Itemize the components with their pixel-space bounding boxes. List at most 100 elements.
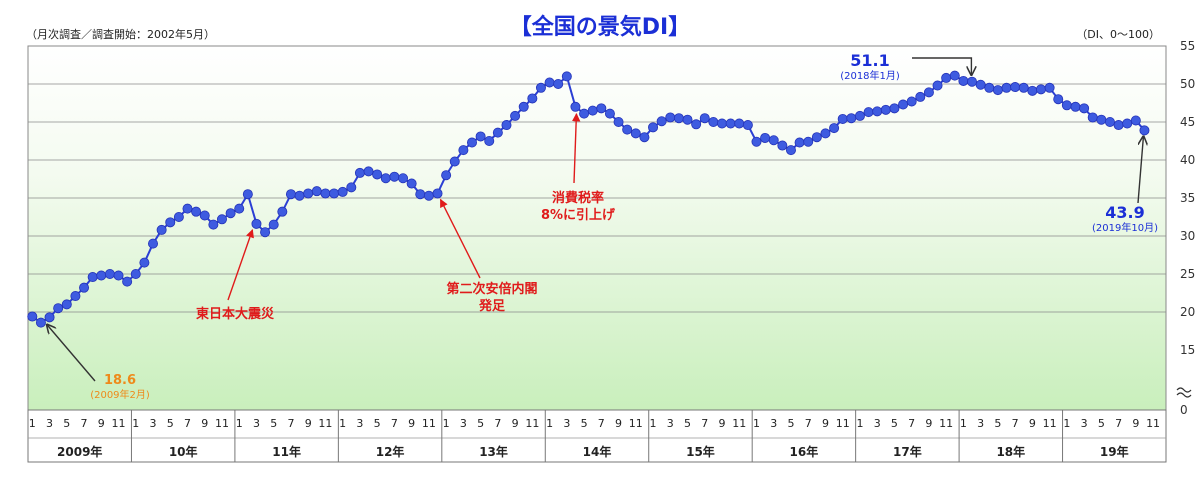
data-point xyxy=(234,203,245,214)
data-point xyxy=(846,113,857,124)
data-point xyxy=(216,214,227,225)
year-label: 10年 xyxy=(169,444,198,459)
data-point xyxy=(398,173,409,184)
data-point xyxy=(1104,117,1115,128)
y-tick-label: 0 xyxy=(1180,403,1188,417)
data-point xyxy=(268,219,279,230)
month-tick-label: 5 xyxy=(63,417,70,430)
data-point xyxy=(320,188,331,199)
annotation-arrow xyxy=(47,325,96,382)
survey-note: （月次調査／調査開始：2002年5月） xyxy=(26,27,215,41)
month-tick-label: 9 xyxy=(822,417,829,430)
gridlines xyxy=(28,83,1166,313)
data-point xyxy=(458,145,469,156)
annotation-arrow xyxy=(439,198,481,279)
month-tick-label: 3 xyxy=(770,417,777,430)
month-tick-label: 11 xyxy=(629,417,643,430)
month-tick-label: 1 xyxy=(132,417,139,430)
annotation-abe-line2: 発足 xyxy=(478,298,506,314)
month-tick-label: 5 xyxy=(891,417,898,430)
month-tick-label: 5 xyxy=(374,417,381,430)
y-tick-label: 30 xyxy=(1180,229,1195,243)
data-point xyxy=(941,72,952,83)
month-tick-label: 11 xyxy=(836,417,850,430)
data-point xyxy=(354,167,365,178)
y-tick-label: 20 xyxy=(1180,305,1195,319)
data-point xyxy=(501,120,512,131)
data-point xyxy=(1122,118,1133,129)
y-tick-label: 55 xyxy=(1180,39,1195,53)
annotation-arrows xyxy=(47,57,1144,382)
data-point xyxy=(44,312,55,323)
month-tick-label: 5 xyxy=(994,417,1001,430)
data-point xyxy=(389,171,400,182)
month-tick-label: 7 xyxy=(805,417,812,430)
annotation-arrow xyxy=(912,57,971,75)
annotation-max-date: (2018年1月) xyxy=(840,69,900,82)
annotation-arrow xyxy=(1137,136,1143,204)
data-point xyxy=(415,189,426,200)
data-point xyxy=(949,70,960,81)
annotation-latest-date: (2019年10月) xyxy=(1092,221,1158,234)
data-point xyxy=(337,186,348,197)
y-tick-label: 40 xyxy=(1180,153,1195,167)
month-tick-label: 7 xyxy=(1115,417,1122,430)
data-point xyxy=(303,188,314,199)
data-point xyxy=(346,182,357,193)
data-point xyxy=(510,110,521,121)
month-tick-label: 9 xyxy=(512,417,519,430)
axis-break-mark xyxy=(1176,387,1192,393)
month-tick-label: 1 xyxy=(856,417,863,430)
data-point xyxy=(380,173,391,184)
y-tick-label: 50 xyxy=(1180,77,1195,91)
year-label: 14年 xyxy=(583,444,612,459)
data-point xyxy=(130,268,141,279)
year-label: 2009年 xyxy=(57,444,102,459)
month-tick-label: 11 xyxy=(318,417,332,430)
month-tick-label: 11 xyxy=(732,417,746,430)
data-point xyxy=(596,103,607,114)
month-tick-label: 1 xyxy=(29,417,36,430)
data-point xyxy=(1113,120,1124,131)
data-point xyxy=(518,101,529,112)
data-point xyxy=(122,276,133,287)
annotation-tax-line1: 消費税率 xyxy=(552,190,604,206)
data-point xyxy=(1096,114,1107,125)
data-point xyxy=(544,77,555,88)
data-point xyxy=(923,87,934,98)
month-tick-label: 7 xyxy=(391,417,398,430)
data-point xyxy=(294,190,305,201)
data-point xyxy=(475,131,486,142)
month-tick-label: 7 xyxy=(287,417,294,430)
month-tick-label: 9 xyxy=(408,417,415,430)
data-point xyxy=(561,71,572,82)
data-point xyxy=(199,210,210,221)
month-tick-label: 7 xyxy=(494,417,501,430)
month-tick-label: 5 xyxy=(787,417,794,430)
data-point xyxy=(441,170,452,181)
data-point xyxy=(1070,101,1081,112)
data-point xyxy=(656,116,667,127)
month-tick-label: 7 xyxy=(81,417,88,430)
data-point xyxy=(1079,103,1090,114)
data-point xyxy=(1130,115,1141,126)
annotation-earthquake: 東日本大震災 xyxy=(196,306,275,322)
data-point xyxy=(811,132,822,143)
month-tick-label: 3 xyxy=(977,417,984,430)
month-tick-label: 9 xyxy=(1132,417,1139,430)
year-label: 11年 xyxy=(272,444,301,459)
data-point xyxy=(1001,82,1012,93)
data-point xyxy=(191,206,202,217)
data-point xyxy=(639,132,650,143)
data-point xyxy=(242,189,253,200)
month-tick-label: 1 xyxy=(650,417,657,430)
month-tick-label: 5 xyxy=(270,417,277,430)
data-point xyxy=(165,217,176,228)
data-point xyxy=(1018,82,1029,93)
data-point xyxy=(742,120,753,131)
data-point xyxy=(785,145,796,156)
data-point xyxy=(872,106,883,117)
month-tick-label: 3 xyxy=(356,417,363,430)
data-point xyxy=(1087,112,1098,123)
